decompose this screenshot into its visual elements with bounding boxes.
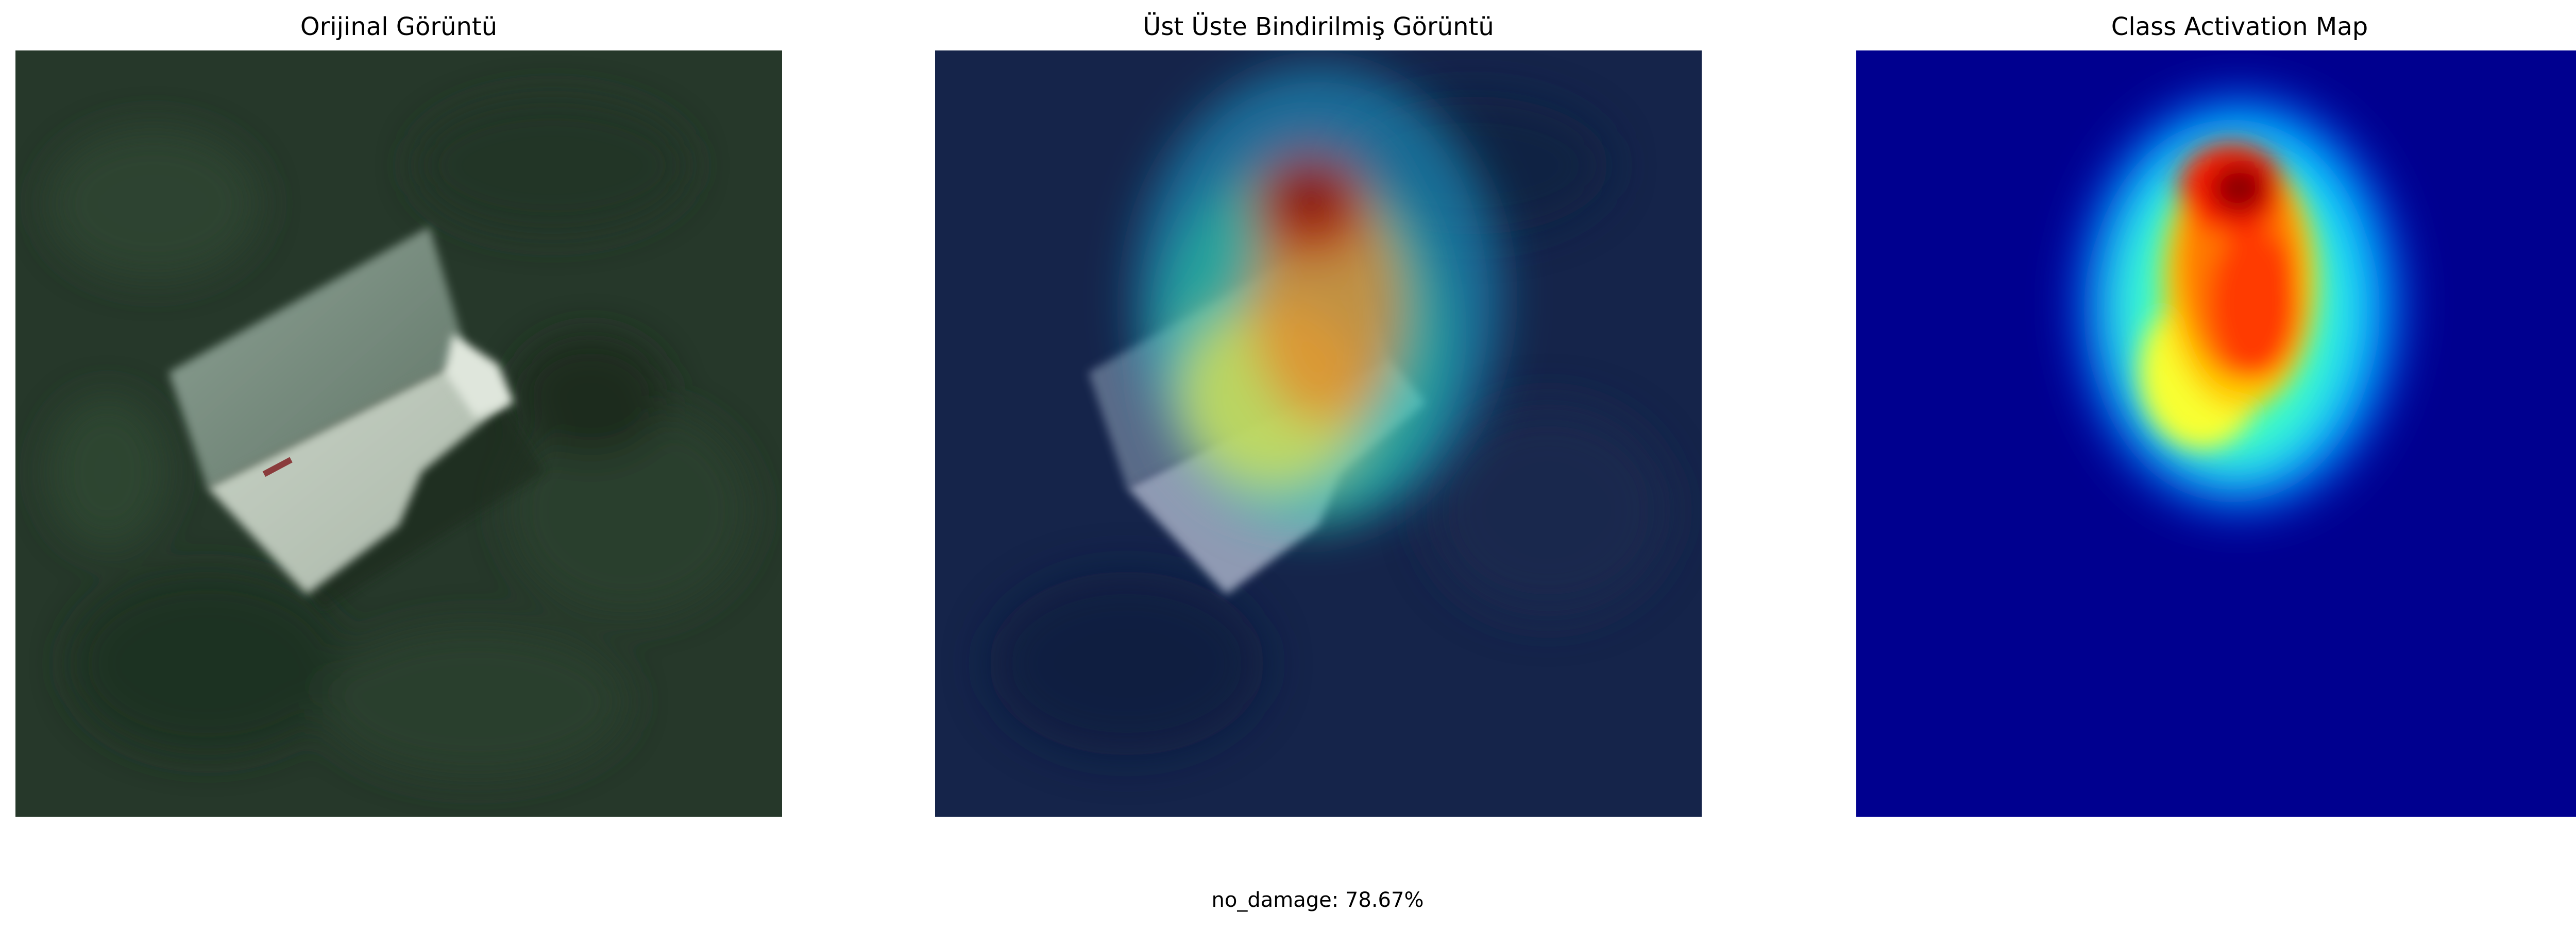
prediction-label: no_damage: 78.67%	[1211, 888, 1424, 912]
overlay-image-title: Üst Üste Bindirilmiş Görüntü	[1143, 12, 1494, 41]
original-image	[15, 50, 782, 817]
overlay-image	[935, 50, 1702, 817]
original-image-title: Orijinal Görüntü	[300, 12, 498, 41]
cam-title: Class Activation Map	[2111, 12, 2368, 41]
class-activation-map	[1856, 50, 2576, 817]
